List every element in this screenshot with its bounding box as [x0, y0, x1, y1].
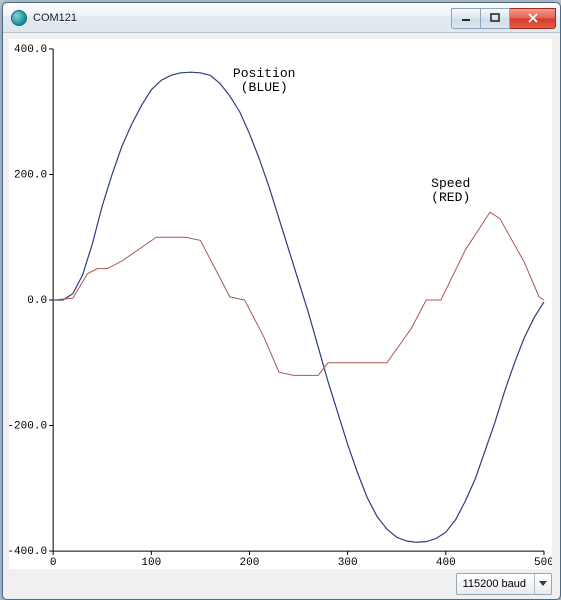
minimize-icon: [461, 13, 471, 23]
chart-svg: -400.0 -200.0 0.0 200.0 400.0 0 100 200 300 400 50…: [9, 39, 552, 569]
bottom-bar: 115200 baud: [456, 573, 552, 595]
maximize-button[interactable]: [481, 8, 510, 29]
svg-text:(RED): (RED): [431, 190, 470, 205]
app-window: COM121 -400.0 -200.0 0.0 200.0 400.0 0 100 200 3…: [2, 2, 561, 600]
svg-text:0: 0: [50, 557, 57, 569]
client-area: -400.0 -200.0 0.0 200.0 400.0 0 100 200 300 400 50…: [3, 33, 560, 599]
svg-text:100: 100: [141, 557, 161, 569]
svg-text:-200.0: -200.0: [9, 421, 47, 433]
svg-text:500: 500: [534, 557, 552, 569]
svg-text:400: 400: [436, 557, 456, 569]
window-title: COM121: [33, 12, 451, 24]
maximize-icon: [490, 13, 500, 23]
svg-text:-400.0: -400.0: [9, 546, 47, 558]
titlebar[interactable]: COM121: [3, 3, 560, 33]
close-icon: [527, 13, 539, 23]
svg-text:(BLUE): (BLUE): [241, 80, 288, 95]
baud-select[interactable]: 115200 baud: [456, 573, 552, 595]
window-buttons: [451, 8, 556, 28]
svg-text:300: 300: [338, 557, 358, 569]
chart-area: -400.0 -200.0 0.0 200.0 400.0 0 100 200 300 400 50…: [9, 39, 552, 569]
svg-text:Position: Position: [233, 66, 296, 81]
dropdown-caret-icon: [534, 574, 551, 594]
svg-text:Speed: Speed: [431, 176, 470, 191]
minimize-button[interactable]: [451, 8, 481, 29]
svg-text:400.0: 400.0: [14, 44, 47, 56]
close-button[interactable]: [510, 8, 556, 29]
svg-text:200.0: 200.0: [14, 170, 47, 182]
app-icon: [11, 10, 27, 26]
svg-text:0.0: 0.0: [27, 295, 47, 307]
svg-text:200: 200: [240, 557, 260, 569]
baud-label: 115200 baud: [457, 578, 534, 590]
